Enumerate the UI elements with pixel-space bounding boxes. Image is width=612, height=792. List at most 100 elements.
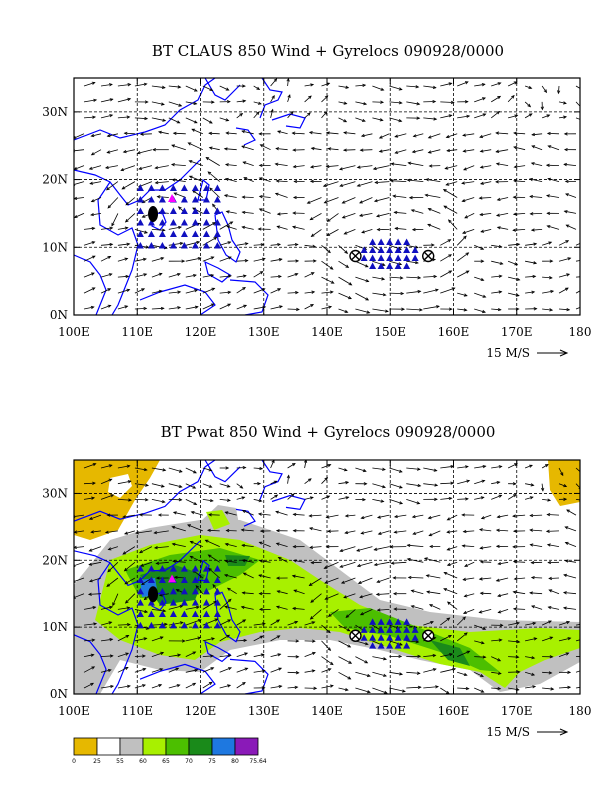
wind-vector — [100, 305, 111, 310]
wind-vector — [508, 622, 520, 626]
gyre-triangle — [411, 634, 419, 641]
wind-vector — [270, 494, 278, 500]
wind-arrowhead — [446, 601, 451, 605]
wind-vector — [304, 84, 314, 87]
wind-arrowhead — [124, 305, 129, 309]
wind-vector — [513, 146, 526, 151]
wind-arrowhead — [545, 194, 550, 198]
wind-arrowhead — [328, 305, 333, 309]
wind-vector — [124, 577, 136, 585]
gyre-triangle — [403, 246, 411, 253]
wind-arrowhead — [142, 684, 146, 688]
wind-vector — [242, 510, 254, 516]
wind-arrowhead — [393, 210, 398, 215]
wind-arrowhead — [512, 590, 517, 594]
wind-arrowhead — [495, 544, 500, 548]
wind-vector — [321, 95, 328, 103]
wind-vector — [311, 147, 322, 151]
wind-arrowhead — [513, 146, 517, 150]
wind-vector — [565, 560, 577, 563]
wind-arrowhead — [324, 596, 329, 600]
wind-arrowhead — [207, 554, 212, 558]
wind-arrowhead — [495, 131, 500, 135]
wind-vector — [457, 115, 470, 119]
gyre-triangle — [180, 184, 188, 191]
wind-arrowhead — [324, 477, 329, 481]
wind-vector — [394, 133, 407, 138]
wind-arrowhead — [348, 282, 353, 286]
wind-arrowhead — [414, 260, 419, 265]
wind-arrowhead — [427, 150, 432, 154]
gyre-triangle — [169, 610, 177, 618]
wind-vector — [151, 609, 166, 612]
wind-vector — [408, 577, 424, 579]
wind-vector — [389, 671, 403, 675]
wind-vector — [338, 308, 348, 313]
wind-vector — [340, 561, 356, 568]
wind-arrowhead — [144, 116, 149, 121]
colorbar-label: 80 — [231, 758, 239, 765]
wind-vector — [321, 82, 330, 87]
wind-vector — [498, 609, 509, 613]
wind-arrowhead — [399, 672, 404, 676]
wind-vector — [151, 229, 165, 231]
wind-arrowhead — [550, 687, 555, 691]
wind-arrowhead — [447, 239, 452, 243]
wind-vector — [496, 213, 509, 216]
wind-vector — [100, 84, 113, 87]
wind-arrowhead — [497, 593, 501, 598]
wind-arrowhead — [309, 165, 314, 169]
wind-vector — [525, 686, 536, 689]
wind-arrowhead — [276, 130, 281, 134]
wind-vector — [151, 273, 162, 278]
gyre-triangle — [169, 184, 177, 191]
wind-arrowhead — [188, 175, 193, 179]
wind-arrowhead — [532, 274, 537, 279]
wind-vector — [375, 181, 390, 183]
wind-arrowhead — [464, 632, 468, 636]
wind-arrowhead — [278, 274, 282, 279]
wind-arrowhead — [242, 161, 247, 165]
wind-vector — [457, 292, 468, 297]
wind-vector — [253, 635, 263, 642]
wind-vector — [209, 187, 220, 198]
wind-vector — [558, 621, 570, 626]
wind-vector — [74, 133, 85, 139]
wind-vector — [270, 480, 277, 485]
wind-arrowhead — [398, 485, 403, 489]
wind-vector — [542, 499, 551, 501]
wind-vector — [224, 194, 237, 198]
wind-arrowhead — [153, 546, 158, 550]
wind-vector — [83, 82, 95, 87]
wind-vector — [134, 499, 148, 501]
wind-vector — [547, 178, 560, 182]
wind-arrowhead — [310, 304, 315, 308]
wind-vector — [125, 593, 136, 604]
wind-arrowhead — [531, 656, 536, 660]
wind-arrowhead — [366, 673, 371, 678]
gyre-triangle — [191, 576, 199, 583]
wind-arrowhead — [424, 193, 429, 197]
wind-arrowhead — [290, 110, 294, 115]
wind-arrowhead — [564, 526, 569, 530]
wind-arrowhead — [243, 177, 248, 181]
wind-arrowhead — [565, 193, 569, 197]
wind-vector — [474, 640, 484, 644]
wind-arrowhead — [464, 215, 468, 219]
wind-arrowhead — [545, 163, 550, 167]
wind-vector — [185, 241, 200, 246]
shade-dry-ne — [548, 460, 580, 506]
wind-vector — [225, 543, 237, 547]
wind-arrowhead — [92, 115, 97, 119]
wind-vector — [225, 164, 237, 166]
wind-vector — [412, 149, 424, 153]
wind-arrowhead — [345, 614, 350, 619]
wind-vector — [91, 197, 102, 202]
wind-vector — [270, 667, 282, 673]
wind-vector — [497, 593, 509, 597]
wind-vector — [202, 483, 212, 488]
wind-vector — [202, 667, 214, 673]
wind-vector — [260, 144, 271, 151]
wind-vector — [531, 605, 543, 610]
wind-arrowhead — [210, 274, 215, 278]
